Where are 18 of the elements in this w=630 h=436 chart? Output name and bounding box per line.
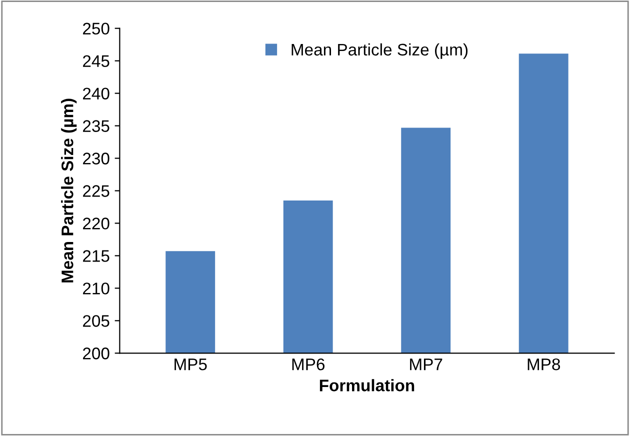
y-tick-label: 215 <box>83 250 110 262</box>
y-tick-label: 200 <box>83 348 110 360</box>
x-tick-label: MP6 <box>292 358 324 370</box>
y-tick-label: 210 <box>83 282 110 294</box>
x-tick-label: MP8 <box>528 358 560 370</box>
y-tick-label: 205 <box>83 315 110 327</box>
x-tick-label: MP7 <box>410 358 442 370</box>
x-axis-title: Formulation <box>320 379 414 392</box>
y-tick-label: 230 <box>83 152 110 164</box>
y-axis-title: Mean Particle Size (µm) <box>61 98 77 282</box>
y-tick-label: 240 <box>83 88 110 100</box>
y-tick-label: 235 <box>83 120 110 132</box>
legend-label: Mean Particle Size (µm) <box>292 43 468 59</box>
y-tick-label: 245 <box>83 55 110 68</box>
y-tick-label: 220 <box>83 218 110 230</box>
x-tick-label: MP5 <box>174 358 207 370</box>
y-tick-label: 250 <box>83 22 110 35</box>
y-tick-label: 225 <box>83 185 110 197</box>
